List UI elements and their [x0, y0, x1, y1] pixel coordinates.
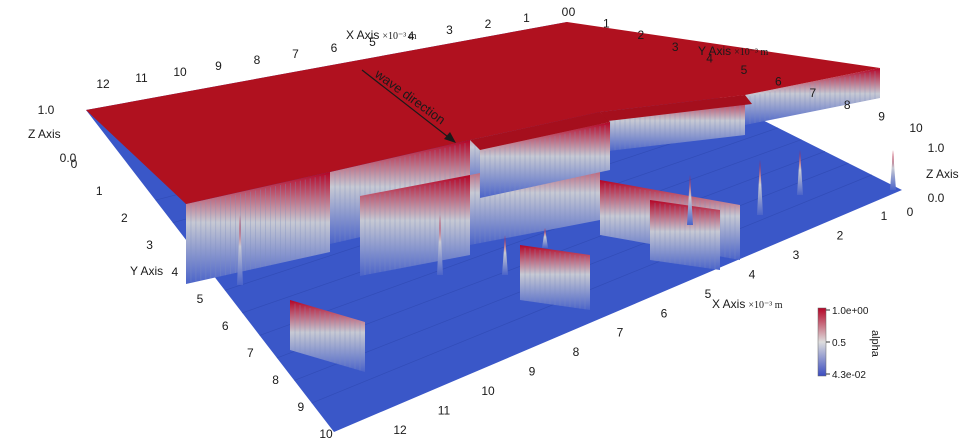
x-tick-back: 5 — [369, 35, 376, 49]
y-tick-left: 3 — [146, 238, 153, 252]
water-surface — [86, 22, 880, 204]
x-axis-label-front: X Axis ×10⁻³ m — [712, 297, 783, 311]
y-tick-left: 8 — [272, 373, 279, 387]
water-ridge — [470, 112, 610, 150]
x-tick-front: 6 — [661, 306, 668, 320]
axis-ticks: 12 11 10 9 8 7 6 5 4 3 2 1 0 012345678910012345678910… — [38, 5, 945, 440]
colorbar: 1.0e+00 0.5 4.3e-02 alpha — [817, 306, 881, 381]
z-tick-right-top: 1.0 — [928, 141, 945, 155]
wave-direction-arrow — [361, 69, 453, 141]
x-tick-front: 1 — [881, 209, 888, 223]
x-tick-front: 3 — [793, 248, 800, 262]
y-tick-left: 6 — [222, 319, 229, 333]
x-tick-back: 9 — [215, 59, 222, 73]
x-tick-front: 9 — [529, 365, 536, 379]
x-tick-front: 11 — [438, 404, 451, 418]
y-tick-right: 2 — [637, 28, 644, 42]
y-tick-left: 5 — [197, 292, 204, 306]
interface-wall — [745, 68, 880, 125]
x-tick-front: 12 — [393, 423, 407, 437]
x-tick-back: 1 — [523, 11, 530, 25]
y-tick-right: 1 — [603, 17, 610, 31]
x-tick-back: 12 — [96, 77, 110, 91]
z-tick-right-bottom: 0.0 — [928, 191, 945, 205]
x-tick-front: 4 — [749, 267, 756, 281]
z-axis-label-left: Z Axis — [28, 127, 61, 141]
floor-ripple — [311, 174, 872, 404]
y-tick-left: 1 — [96, 184, 103, 198]
droplet-spike — [757, 160, 763, 215]
y-tick-left: 0 — [71, 157, 78, 171]
y-tick-right: 7 — [809, 86, 816, 100]
z-tick-right-zero: 0 — [907, 205, 914, 219]
colorbar-gradient — [817, 307, 827, 377]
colorbar-tick-mid: 0.5 — [832, 338, 846, 349]
droplet-spike — [890, 150, 896, 190]
y-tick-left: 7 — [247, 346, 254, 360]
x-tick-back: 8 — [254, 53, 261, 67]
x-tick-back: 7 — [292, 47, 299, 61]
y-tick-left: 2 — [121, 211, 128, 225]
x-tick-front: 5 — [705, 287, 712, 301]
colorbar-tick-max: 1.0e+00 — [832, 306, 869, 317]
floor-ripple — [259, 139, 802, 336]
x-tick-back: 2 — [485, 17, 492, 31]
x-tick-back: 3 — [446, 23, 453, 37]
y-tick-left: 9 — [297, 400, 304, 414]
x-axis-label-top: X Axis ×10⁻³ m — [346, 28, 417, 42]
x-tick-front: 8 — [573, 345, 580, 359]
y-axis-label-left: Y Axis — [130, 264, 163, 278]
y-tick-right: 5 — [741, 63, 748, 77]
droplet-spike — [797, 150, 803, 195]
y-tick-right: 4 — [706, 51, 713, 65]
colorbar-label: alpha — [869, 330, 881, 358]
droplet-spike — [437, 215, 443, 275]
y-tick-right: 6 — [775, 75, 782, 89]
y-axis-label-top: Y Axis ×10⁻³ m — [698, 44, 769, 58]
droplet-spike — [687, 175, 693, 225]
axis-labels: X Axis ×10⁻³ m Y Axis ×10⁻³ m Z Axis Y Axis Z … — [28, 28, 959, 311]
droplet-spike — [502, 235, 508, 275]
arrow-head-icon — [444, 132, 456, 143]
y-tick-right: 10 — [909, 121, 923, 135]
x-tick-front: 2 — [837, 228, 844, 242]
interface-wall — [290, 300, 365, 372]
x-tick-back: 11 — [135, 71, 148, 85]
x-tick-front: 10 — [481, 384, 495, 398]
y-tick-left: 10 — [319, 427, 333, 440]
droplet-spike — [237, 215, 243, 285]
x-tick-back: 4 — [408, 29, 415, 43]
y-tick-right: 3 — [672, 40, 679, 54]
x-tick-back: 10 — [173, 65, 187, 79]
y-tick-right: 8 — [844, 98, 851, 112]
y-tick-right: 0 — [569, 5, 576, 19]
x-tick-back: 6 — [331, 41, 338, 55]
water-ridge — [600, 95, 752, 121]
y-tick-left: 4 — [171, 265, 178, 279]
z-tick-left-top: 1.0 — [38, 103, 55, 117]
x-tick-front: 7 — [617, 326, 624, 340]
colorbar-tick-min: 4.3e-02 — [832, 370, 866, 381]
z-tick-left-bottom: 0.0 — [60, 151, 77, 165]
y-tick-right: 9 — [878, 109, 885, 123]
z-axis-label-right: Z Axis — [926, 167, 959, 181]
interface-wall — [186, 172, 330, 284]
x-tick-back: 0 — [562, 5, 569, 19]
water-region-top — [86, 22, 880, 204]
droplet-spike — [542, 228, 548, 248]
interface-walls — [186, 68, 896, 372]
